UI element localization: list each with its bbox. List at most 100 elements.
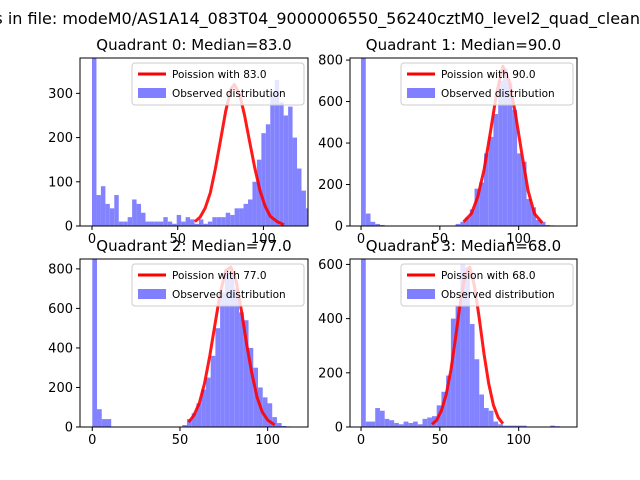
- legend-box: [400, 62, 574, 106]
- figure-suptitle: Histogram of counts in file: modeM0/AS1A…: [0, 9, 640, 28]
- histogram-bar: [394, 422, 399, 427]
- histogram-bar: [361, 259, 366, 427]
- histogram-bar: [540, 221, 546, 226]
- histogram-bar: [92, 259, 98, 427]
- histogram-bar: [270, 93, 275, 226]
- histogram-bar: [283, 115, 289, 226]
- y-tick-label: 0: [65, 421, 73, 436]
- histogram-bar: [417, 424, 423, 427]
- histogram-bar: [205, 377, 211, 427]
- histogram-bar: [239, 312, 244, 427]
- histogram-bar: [243, 320, 249, 427]
- histogram-bar: [97, 409, 102, 427]
- histogram-bar: [210, 355, 216, 427]
- legend-hist-label: Observed distribution: [441, 88, 555, 100]
- histogram-bar: [225, 212, 231, 226]
- histogram-bar: [474, 359, 480, 427]
- histogram-bar: [297, 168, 302, 226]
- histogram-bar: [149, 221, 155, 226]
- x-tick-label: 0: [357, 232, 365, 247]
- histogram-bar: [158, 221, 164, 226]
- histogram-bar: [370, 421, 376, 427]
- histogram-bar: [531, 207, 537, 226]
- histogram-bar: [96, 195, 101, 226]
- histogram-bar: [292, 137, 298, 226]
- histogram-bar: [465, 217, 470, 226]
- y-tick-label: 600: [318, 258, 343, 273]
- histogram-bar: [145, 221, 150, 226]
- histogram-bar: [198, 219, 204, 226]
- histogram-bar: [224, 268, 230, 427]
- quadrant-1-plot: [361, 58, 555, 226]
- y-tick-label: 300: [48, 87, 73, 102]
- histogram-bar: [403, 421, 409, 427]
- histogram-bar: [493, 114, 499, 226]
- histogram-bar: [536, 219, 541, 226]
- histogram-bar: [276, 423, 282, 427]
- legend-box: [400, 263, 574, 307]
- histogram-bar: [301, 190, 306, 226]
- histogram-bar: [469, 324, 475, 427]
- histogram-bar: [375, 223, 380, 226]
- histogram-bar: [389, 420, 395, 427]
- histogram-bar: [365, 421, 371, 427]
- histogram-bar: [190, 219, 195, 226]
- histogram-bar: [176, 214, 182, 226]
- quadrant-2-panel: 0 50 100 0 200 400 600 800 Quadrant 2: Median=77…: [48, 237, 309, 448]
- histogram-bar: [101, 419, 107, 427]
- histogram-bar: [384, 418, 390, 427]
- histogram-bar: [521, 161, 527, 226]
- y-tick-label: 200: [48, 131, 73, 146]
- histogram-bar: [186, 419, 192, 427]
- histogram-bar: [182, 425, 187, 427]
- histogram-bar: [114, 195, 119, 226]
- histogram-bar: [191, 413, 197, 427]
- x-tick-label: 50: [172, 433, 189, 448]
- histogram-bar: [375, 408, 380, 427]
- histogram-bar: [105, 203, 110, 226]
- histogram-bar: [212, 217, 217, 226]
- histogram-bar: [100, 186, 106, 226]
- legend-hist-swatch: [138, 289, 166, 299]
- histogram-bar: [109, 208, 115, 226]
- histogram-bar: [460, 221, 466, 226]
- histogram-bar: [328, 224, 332, 226]
- histogram-bar: [507, 82, 513, 226]
- histogram-bar: [479, 394, 484, 427]
- histogram-bar: [315, 217, 319, 226]
- axes-frame: [79, 258, 309, 428]
- legend-box: [131, 62, 305, 106]
- histogram-bar: [167, 221, 173, 226]
- histogram-bar: [203, 223, 208, 226]
- histogram-bar: [279, 102, 284, 226]
- histogram-bar: [310, 217, 314, 226]
- histogram-bar: [181, 221, 186, 226]
- histogram-bar: [172, 223, 177, 226]
- quadrant-0-plot: [92, 58, 332, 226]
- legend-hist-label: Observed distribution: [172, 88, 286, 100]
- panel-title: Quadrant 3: Median=68.0: [366, 237, 561, 255]
- y-tick-label: 0: [335, 421, 343, 436]
- histogram-bar: [239, 208, 244, 226]
- quadrant-1-panel: 0 50 100 0 200 400 600 800 Quadrant 1: Median=90…: [318, 36, 578, 247]
- legend-hist-swatch: [407, 88, 435, 98]
- quadrant-0-panel: 0 50 100 0 100 200 300 Quadrant 0: Median=83.0 P…: [48, 36, 332, 247]
- legend-poisson-label: Poission with 83.0: [172, 69, 267, 81]
- x-tick-label: 50: [432, 433, 449, 448]
- panel-title: Quadrant 2: Median=77.0: [96, 237, 291, 255]
- histogram-bar: [220, 292, 225, 427]
- axes-frame: [349, 57, 578, 227]
- histogram-bar: [379, 224, 385, 226]
- histogram-bar: [324, 224, 328, 226]
- histogram-bar: [163, 217, 168, 226]
- histogram-bar: [234, 288, 240, 427]
- histogram-bar: [361, 58, 366, 226]
- histogram-bar: [488, 410, 494, 427]
- x-tick-label: 50: [432, 232, 449, 247]
- histogram-bar: [545, 224, 551, 226]
- quadrant-2-plot: [92, 259, 292, 427]
- y-tick-label: 200: [318, 178, 343, 193]
- panel-title: Quadrant 0: Median=83.0: [96, 36, 291, 54]
- histogram-bar: [408, 422, 414, 427]
